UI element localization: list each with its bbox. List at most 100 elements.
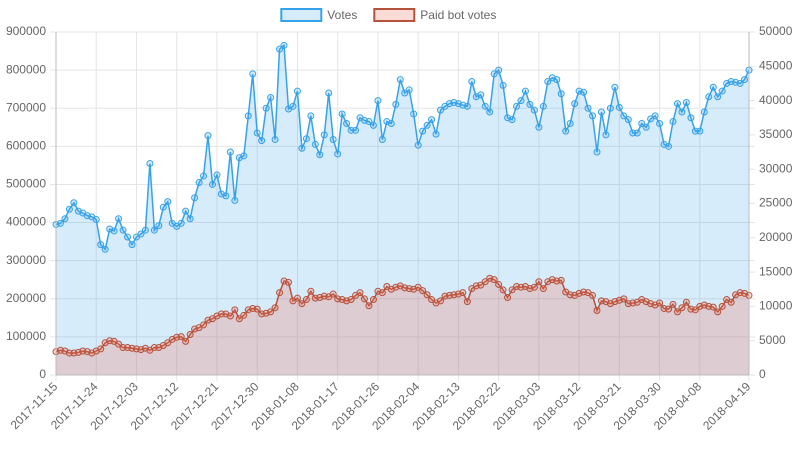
data-point bbox=[642, 123, 650, 131]
data-point bbox=[253, 129, 261, 137]
data-point bbox=[343, 119, 351, 127]
data-point bbox=[691, 306, 699, 314]
data-point bbox=[709, 303, 717, 311]
data-point bbox=[490, 276, 498, 284]
data-point bbox=[414, 283, 422, 291]
data-point bbox=[410, 110, 418, 118]
data-point bbox=[481, 102, 489, 110]
data-point bbox=[276, 45, 284, 53]
data-point bbox=[593, 307, 601, 315]
data-point bbox=[669, 300, 677, 308]
data-point bbox=[535, 123, 543, 131]
data-point bbox=[463, 102, 471, 110]
data-point bbox=[276, 289, 284, 297]
y2-tick-label: 15000 bbox=[759, 264, 793, 278]
data-point bbox=[499, 286, 507, 294]
data-point bbox=[463, 298, 471, 306]
data-point bbox=[700, 108, 708, 116]
data-point bbox=[115, 340, 123, 348]
legend-label: Paid bot votes bbox=[420, 8, 496, 22]
data-point bbox=[155, 222, 163, 230]
data-point bbox=[293, 87, 301, 95]
data-point bbox=[665, 305, 673, 313]
data-point bbox=[705, 93, 713, 101]
y-tick-label: 500000 bbox=[6, 177, 46, 191]
data-point bbox=[620, 112, 628, 120]
data-point bbox=[682, 99, 690, 107]
data-point bbox=[544, 78, 552, 86]
data-point bbox=[70, 199, 78, 207]
data-point bbox=[530, 106, 538, 114]
data-point bbox=[226, 148, 234, 156]
data-point bbox=[280, 41, 288, 49]
data-point bbox=[638, 119, 646, 127]
data-point bbox=[191, 194, 199, 202]
data-point bbox=[204, 132, 212, 140]
data-point bbox=[244, 112, 252, 120]
data-point bbox=[61, 215, 69, 223]
data-point bbox=[65, 205, 73, 213]
data-point bbox=[673, 308, 681, 316]
x-tick-label: 2018-04-19 bbox=[700, 379, 754, 433]
data-point bbox=[718, 302, 726, 310]
data-point bbox=[656, 119, 664, 127]
data-point bbox=[249, 70, 257, 78]
y2-tick-label: 5000 bbox=[759, 333, 786, 347]
data-point bbox=[182, 207, 190, 215]
data-point bbox=[240, 311, 248, 319]
data-point bbox=[589, 291, 597, 299]
data-point bbox=[369, 121, 377, 129]
data-point bbox=[186, 215, 194, 223]
data-point bbox=[423, 121, 431, 129]
data-point bbox=[611, 83, 619, 91]
data-point bbox=[177, 333, 185, 341]
data-point bbox=[597, 108, 605, 116]
data-point bbox=[267, 308, 275, 316]
data-point bbox=[508, 286, 516, 294]
data-point bbox=[164, 339, 172, 347]
data-point bbox=[208, 180, 216, 188]
data-point bbox=[669, 118, 677, 126]
y-tick-label: 700000 bbox=[6, 100, 46, 114]
data-point bbox=[369, 296, 377, 304]
data-point bbox=[709, 83, 717, 91]
data-point bbox=[428, 296, 436, 304]
data-point bbox=[195, 179, 203, 187]
data-point bbox=[405, 86, 413, 94]
data-point bbox=[374, 97, 382, 105]
data-point bbox=[141, 226, 149, 234]
data-point bbox=[262, 104, 270, 112]
data-point bbox=[356, 289, 364, 297]
series-line bbox=[55, 277, 750, 354]
data-point bbox=[231, 306, 239, 314]
data-point bbox=[580, 88, 588, 96]
data-point bbox=[347, 296, 355, 304]
data-point bbox=[235, 315, 243, 323]
data-point bbox=[490, 70, 498, 78]
data-point bbox=[365, 302, 373, 310]
data-point bbox=[150, 226, 158, 234]
data-point bbox=[495, 280, 503, 288]
data-point bbox=[553, 76, 561, 84]
legend-label: Votes bbox=[327, 8, 357, 22]
data-point bbox=[428, 116, 436, 124]
data-point bbox=[566, 119, 574, 127]
data-point bbox=[110, 227, 118, 235]
data-point bbox=[159, 203, 167, 211]
data-point bbox=[437, 106, 445, 114]
y2-tick-label: 20000 bbox=[759, 230, 793, 244]
data-point bbox=[557, 276, 565, 284]
data-point bbox=[602, 131, 610, 139]
data-point bbox=[571, 100, 579, 108]
data-point bbox=[378, 135, 386, 143]
data-point bbox=[365, 118, 373, 126]
data-point bbox=[137, 230, 145, 238]
data-point bbox=[606, 104, 614, 112]
data-point bbox=[432, 130, 440, 138]
data-point bbox=[101, 245, 109, 253]
data-point bbox=[396, 76, 404, 84]
data-point bbox=[329, 135, 337, 143]
data-point bbox=[486, 108, 494, 116]
data-point bbox=[240, 152, 248, 160]
data-point bbox=[459, 289, 467, 297]
